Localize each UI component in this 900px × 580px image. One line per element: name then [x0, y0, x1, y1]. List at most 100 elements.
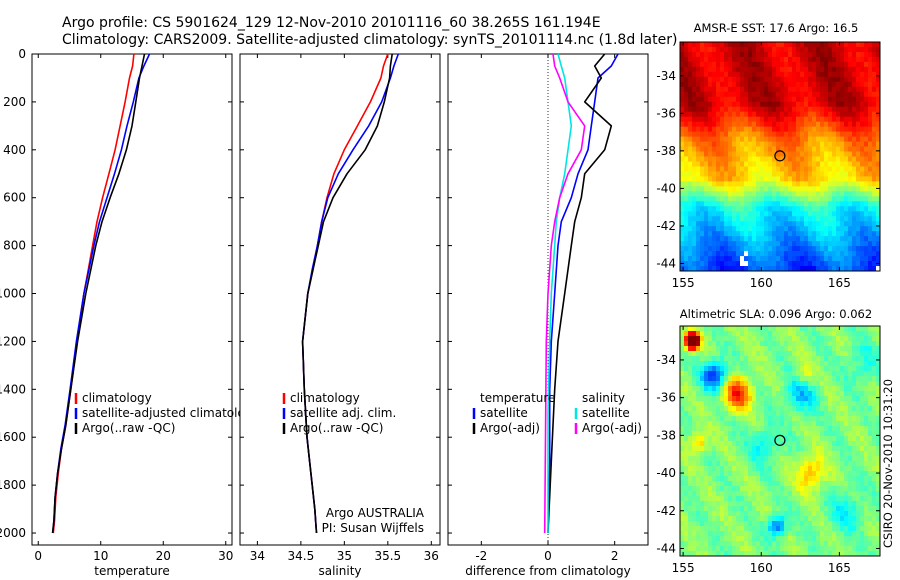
map-cell — [768, 506, 773, 512]
map-cell — [820, 536, 825, 542]
map-cell — [760, 42, 765, 48]
map-cell — [836, 401, 841, 407]
map-cell — [844, 536, 849, 542]
map-cell — [700, 216, 705, 222]
map-cell — [740, 376, 745, 382]
map-cell — [844, 61, 849, 68]
map-cell — [792, 156, 797, 162]
map-cell — [844, 356, 849, 362]
map-cell — [732, 226, 737, 232]
map-cell — [836, 341, 841, 347]
map-cell — [804, 531, 809, 537]
y-tick-label: 0 — [18, 47, 26, 61]
map-cell — [728, 186, 733, 192]
map-cell — [860, 481, 865, 487]
map-cell — [856, 381, 861, 387]
map-cell — [744, 366, 749, 372]
map-cell — [824, 121, 829, 128]
map-cell — [780, 42, 785, 48]
map-cell — [756, 111, 761, 118]
map-cell — [828, 411, 833, 417]
map-cell — [684, 71, 689, 78]
map-cell — [716, 471, 721, 477]
map-cell — [840, 256, 845, 262]
x-tick-label: 35.5 — [374, 549, 401, 563]
map-cell — [736, 346, 741, 352]
map-cell — [848, 526, 853, 532]
map-cell — [752, 416, 757, 422]
map-cell — [724, 206, 729, 212]
map-cell — [780, 171, 785, 177]
map-cell — [816, 171, 821, 177]
map-cell — [844, 426, 849, 432]
map-cell — [864, 331, 869, 337]
map-cell — [768, 261, 773, 267]
map-cell — [700, 366, 705, 372]
map-cell — [856, 211, 861, 217]
map-cell — [684, 251, 689, 257]
map-cell — [688, 171, 693, 177]
map-cell — [692, 76, 697, 83]
map-cell — [796, 71, 801, 78]
map-cell — [704, 56, 709, 63]
map-cell — [856, 246, 861, 252]
map-cell — [708, 201, 713, 207]
map-cell — [840, 491, 845, 497]
map-cell — [732, 491, 737, 497]
map-cell — [848, 541, 853, 547]
map-cell — [704, 361, 709, 367]
map-cell — [720, 261, 725, 267]
map-cell — [716, 426, 721, 432]
map-cell — [848, 371, 853, 377]
map-cell — [780, 366, 785, 372]
map-cell — [740, 211, 745, 217]
map-cell — [684, 416, 689, 422]
map-cell — [712, 161, 717, 167]
map-cell — [832, 251, 837, 257]
map-cell — [732, 391, 737, 397]
map-cell — [828, 221, 833, 227]
map-cell — [720, 246, 725, 252]
map-cell — [716, 491, 721, 497]
map-cell — [764, 181, 769, 187]
map-cell — [780, 81, 785, 88]
map-cell — [820, 196, 825, 202]
map-cell — [688, 46, 693, 53]
map-cell — [744, 526, 749, 532]
map-cell — [760, 101, 765, 108]
map-cell — [704, 146, 709, 153]
map-cell — [876, 521, 881, 527]
map-cell — [764, 266, 769, 272]
map-cell — [828, 241, 833, 247]
map-cell — [808, 266, 813, 272]
map-cell — [840, 446, 845, 452]
map-cell — [764, 176, 769, 182]
map-cell — [836, 461, 841, 467]
map-cell — [764, 336, 769, 342]
map-cell — [692, 356, 697, 362]
map-cell — [744, 251, 749, 257]
map-cell — [872, 546, 877, 552]
map-cell — [700, 221, 705, 227]
map-cell — [716, 551, 721, 557]
map-cell — [732, 471, 737, 477]
map-cell — [820, 96, 825, 103]
map-cell — [740, 96, 745, 103]
map-cell — [772, 61, 777, 68]
map-cell — [708, 476, 713, 482]
map-cell — [724, 341, 729, 347]
map-cell — [848, 511, 853, 517]
map-cell — [868, 261, 873, 267]
map-cell — [832, 441, 837, 447]
map-cell — [876, 101, 881, 108]
map-cell — [728, 341, 733, 347]
map-cell — [876, 326, 881, 332]
y-tick-label: 200 — [3, 95, 26, 109]
map-cell — [748, 211, 753, 217]
map-cell — [864, 236, 869, 242]
map-cell — [752, 546, 757, 552]
map-cell — [852, 146, 857, 153]
map-cell — [812, 356, 817, 362]
map-cell — [848, 66, 853, 73]
